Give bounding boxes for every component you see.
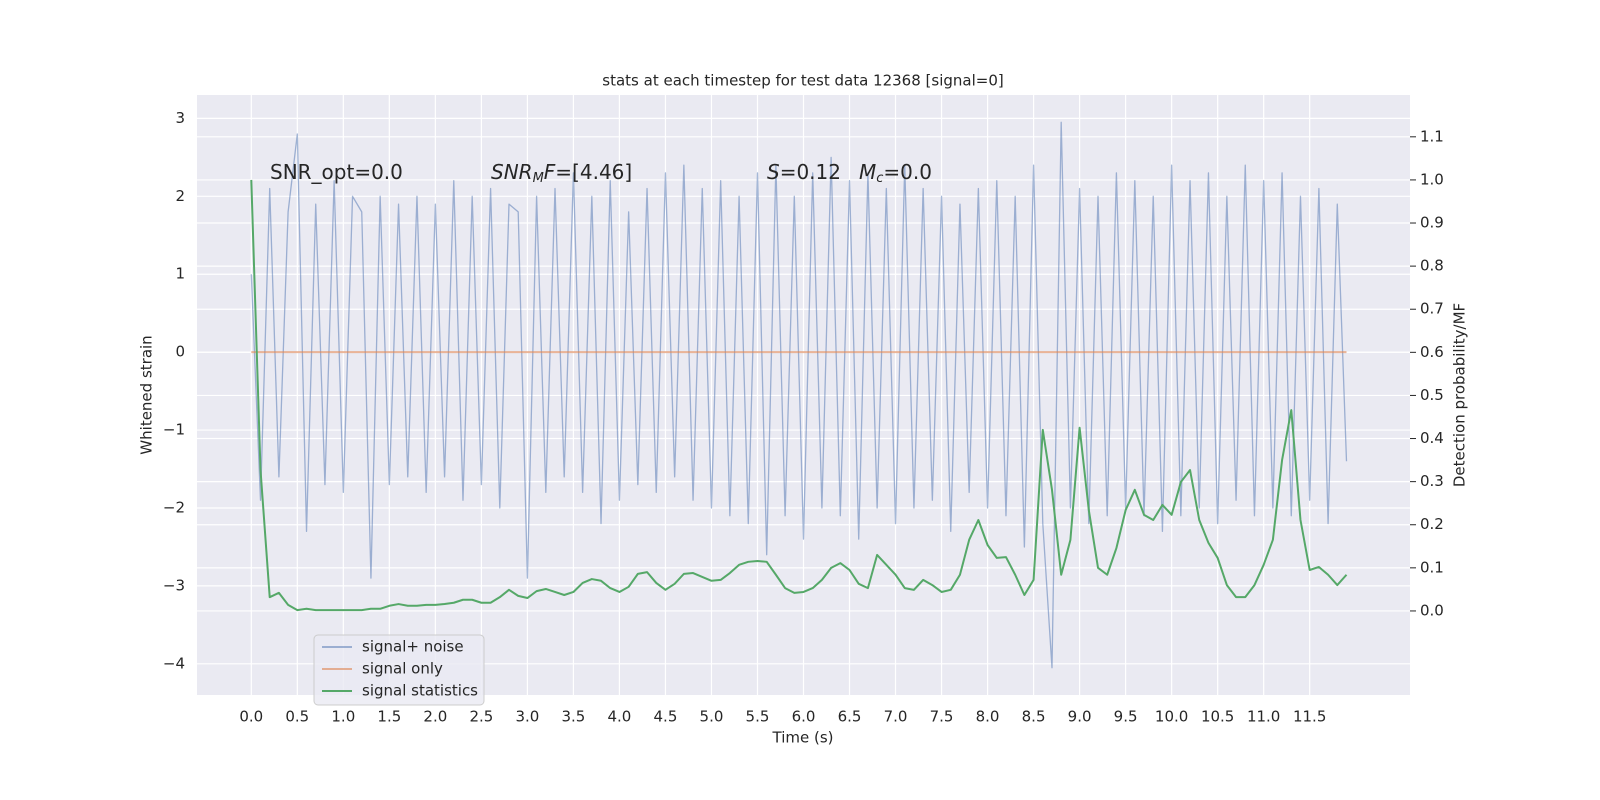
annotation: Mc=0.0 (859, 160, 932, 186)
x-tick-label: 1.0 (331, 708, 355, 726)
x-tick-label: 2.5 (469, 708, 493, 726)
annotation: SNRMF=[4.46] (491, 160, 632, 186)
annotation-part: =0.12 (780, 160, 841, 184)
y2-tick-label: 0.8 (1420, 257, 1444, 275)
series-line (250, 121, 1348, 669)
y2-tick-label: 0.3 (1420, 472, 1444, 490)
x-tick-label: 4.5 (654, 708, 678, 726)
y-tick-label: −3 (163, 576, 185, 594)
y2-tick-label: 0.6 (1420, 343, 1444, 361)
annotation-part: SNR_opt=0.0 (270, 160, 403, 184)
x-tick-label: 11.0 (1247, 708, 1280, 726)
x-tick-label: 3.0 (515, 708, 539, 726)
series-line (250, 179, 1348, 612)
y2-tick-label: 1.1 (1420, 127, 1444, 145)
y-tick-label: 3 (175, 109, 185, 127)
x-tick-label: 8.0 (976, 708, 1000, 726)
x-tick-label: 11.5 (1293, 708, 1326, 726)
x-tick-label: 8.5 (1022, 708, 1046, 726)
y2-tick-label: 0.1 (1420, 558, 1444, 576)
x-tick-label: 4.0 (608, 708, 632, 726)
annotation-part: =[4.46] (555, 160, 632, 184)
annotation: SNR_opt=0.0 (270, 160, 403, 184)
y2-tick-label: 1.0 (1420, 170, 1444, 188)
legend-label: signal+ noise (362, 638, 464, 656)
y-tick-label: 1 (175, 265, 185, 283)
x-tick-label: 9.5 (1114, 708, 1138, 726)
x-tick-label: 7.5 (930, 708, 954, 726)
x-axis-label: Time (s) (772, 729, 834, 747)
x-tick-label: 1.5 (377, 708, 401, 726)
x-tick-label: 6.0 (792, 708, 816, 726)
annotation-part: M (859, 160, 876, 184)
annotation: S=0.12 (767, 160, 841, 184)
y-tick-label: −1 (163, 421, 185, 439)
x-tick-label: 10.0 (1155, 708, 1188, 726)
y-tick-label: 2 (175, 187, 185, 205)
x-tick-label: 6.5 (838, 708, 862, 726)
y2-axis-label: Detection probability/MF (1451, 303, 1469, 487)
legend-label: signal only (362, 660, 443, 678)
annotation-part: F (544, 160, 556, 184)
x-tick-label: 5.5 (746, 708, 770, 726)
annotation-part: M (533, 171, 544, 186)
annotation-part: =0.0 (883, 160, 932, 184)
annotation-part: S (767, 160, 780, 184)
y2-tick-label: 0.2 (1420, 515, 1444, 533)
x-tick-label: 3.5 (561, 708, 585, 726)
annotation-part: SNR (491, 160, 533, 184)
y-tick-label: −4 (163, 654, 185, 672)
y2-tick-label: 0.5 (1420, 386, 1444, 404)
x-tick-label: 7.0 (884, 708, 908, 726)
x-tick-label: 10.5 (1201, 708, 1234, 726)
y-axis-label: Whitened strain (138, 335, 156, 454)
x-tick-label: 9.0 (1068, 708, 1092, 726)
x-tick-label: 2.0 (423, 708, 447, 726)
annotation-part: c (876, 171, 883, 186)
x-tick-label: 0.0 (239, 708, 263, 726)
x-tick-label: 5.0 (700, 708, 724, 726)
chart-title: stats at each timestep for test data 123… (602, 72, 1003, 90)
y2-tick-label: 0.0 (1420, 601, 1444, 619)
legend-box (313, 634, 485, 706)
legend-label: signal statistics (362, 682, 478, 700)
x-tick-label: 0.5 (285, 708, 309, 726)
y2-tick-label: 0.7 (1420, 300, 1444, 318)
y2-tick-label: 0.9 (1420, 214, 1444, 232)
y-tick-label: 0 (175, 343, 185, 361)
y-tick-label: −2 (163, 498, 185, 516)
y2-tick-label: 0.4 (1420, 429, 1444, 447)
